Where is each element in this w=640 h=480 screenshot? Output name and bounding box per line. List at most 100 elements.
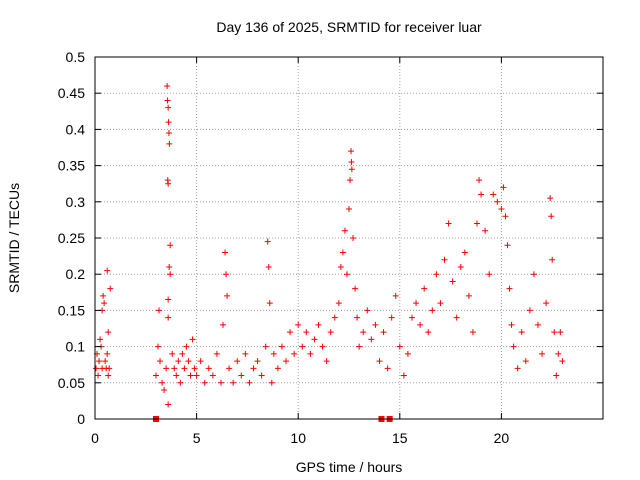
data-point — [191, 365, 198, 372]
data-point — [303, 329, 310, 336]
data-point — [166, 263, 173, 270]
data-point — [408, 314, 415, 321]
data-point — [264, 238, 271, 245]
data-point — [156, 307, 163, 314]
data-point — [167, 271, 174, 278]
data-point — [348, 166, 355, 173]
data-point — [164, 82, 171, 89]
data-point — [327, 329, 334, 336]
data-point — [93, 365, 100, 372]
data-point — [526, 307, 533, 314]
data-point — [413, 300, 420, 307]
data-point — [242, 350, 249, 357]
data-point — [339, 249, 346, 256]
y-tick-label: 0.35 — [58, 158, 85, 174]
data-point — [437, 300, 444, 307]
data-point — [213, 350, 220, 357]
y-tick-label: 0.45 — [58, 85, 85, 101]
data-point — [254, 358, 261, 365]
data-point — [388, 314, 395, 321]
data-point — [104, 267, 111, 274]
data-point — [557, 329, 564, 336]
data-point — [449, 278, 456, 285]
y-tick-label: 0.25 — [58, 230, 85, 246]
data-point — [262, 343, 269, 350]
data-point — [348, 148, 355, 155]
data-point — [105, 329, 112, 336]
x-tick-label: 0 — [91, 430, 99, 446]
x-tick-label: 15 — [392, 430, 408, 446]
data-point — [548, 213, 555, 220]
data-point — [323, 358, 330, 365]
data-point — [392, 292, 399, 299]
data-point — [360, 329, 367, 336]
data-point — [222, 249, 229, 256]
data-point — [169, 350, 176, 357]
y-tick-label: 0 — [77, 411, 85, 427]
data-point — [356, 343, 363, 350]
data-point — [494, 198, 501, 205]
data-point — [343, 271, 350, 278]
data-point — [230, 379, 237, 386]
y-tick-label: 0.05 — [58, 375, 85, 391]
data-point — [268, 379, 275, 386]
data-point — [551, 329, 558, 336]
data-point — [341, 227, 348, 234]
x-axis-label: GPS time / hours — [296, 459, 403, 475]
data-point — [522, 358, 529, 365]
data-point — [347, 177, 354, 184]
data-point — [205, 365, 212, 372]
data-point — [104, 350, 111, 357]
data-point — [163, 365, 170, 372]
y-tick-label: 0.15 — [58, 302, 85, 318]
data-point — [283, 358, 290, 365]
data-point — [315, 321, 322, 328]
data-point — [220, 321, 227, 328]
data-point — [167, 242, 174, 249]
data-point — [102, 358, 109, 365]
data-point — [348, 158, 355, 165]
data-point — [506, 285, 513, 292]
data-point — [101, 300, 108, 307]
data-point — [465, 292, 472, 299]
data-points — [93, 82, 566, 422]
y-axis-label: SRMTID / TECUs — [6, 183, 22, 293]
data-point — [331, 314, 338, 321]
data-point — [502, 213, 509, 220]
data-point — [425, 329, 432, 336]
data-point — [547, 195, 554, 202]
data-point — [559, 358, 566, 365]
data-point — [350, 235, 357, 241]
plot-frame — [94, 56, 604, 420]
data-point — [278, 343, 285, 350]
data-point — [346, 206, 352, 213]
y-tick-label: 0.4 — [66, 121, 86, 137]
data-point — [171, 365, 178, 372]
data-point — [429, 307, 436, 314]
data-point — [486, 271, 493, 278]
data-point — [159, 379, 166, 386]
y-tick-label: 0.3 — [66, 194, 86, 210]
data-point — [319, 343, 326, 350]
data-point — [445, 220, 452, 227]
data-point — [457, 263, 464, 270]
data-point — [165, 104, 172, 111]
data-point — [311, 336, 318, 343]
data-point — [274, 365, 281, 372]
data-point — [105, 372, 112, 379]
y-tick-label: 0.5 — [66, 49, 86, 65]
data-point — [469, 329, 476, 336]
data-point — [107, 285, 114, 292]
data-point — [433, 271, 440, 278]
data-point — [183, 343, 190, 350]
data-point — [250, 365, 257, 372]
data-point — [295, 321, 302, 328]
data-point — [504, 242, 511, 249]
data-point — [165, 314, 172, 321]
data-point — [549, 256, 556, 263]
data-point — [152, 372, 159, 379]
data-point — [478, 191, 485, 198]
data-point — [189, 336, 196, 343]
data-point — [165, 296, 172, 303]
